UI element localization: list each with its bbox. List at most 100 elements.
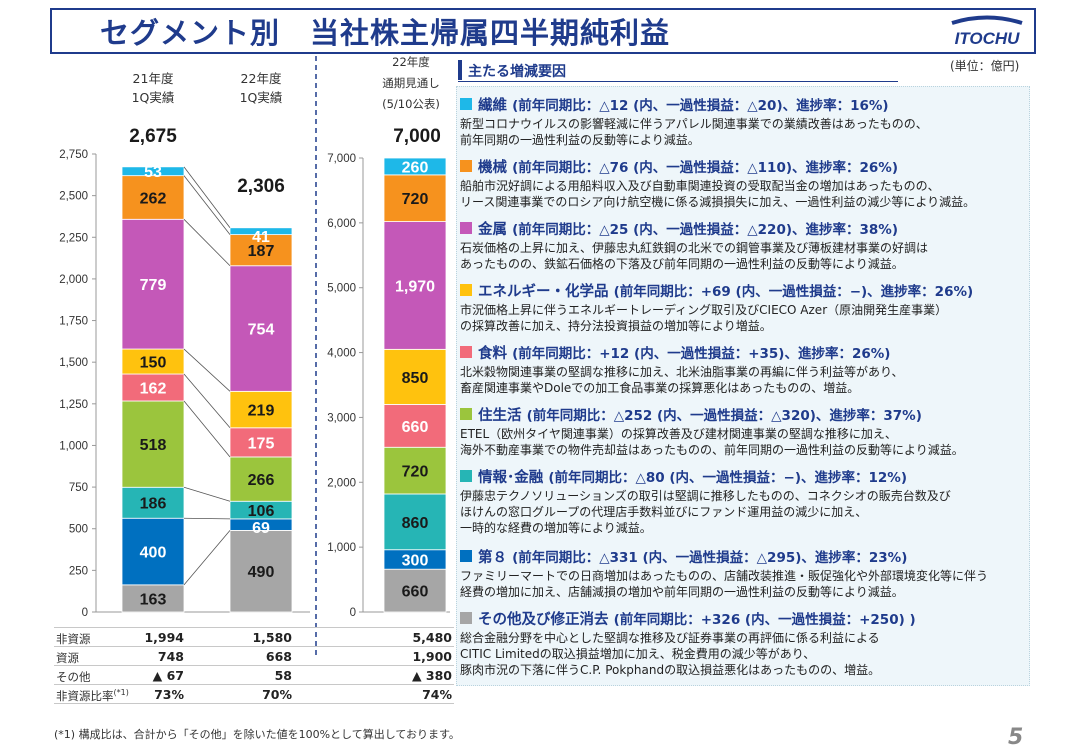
summary-row-divider: [54, 703, 454, 704]
segment-description-line: 伊藤忠テクノソリューションズの取引は堅調に推移したものの、コネクシオの販売台数及…: [460, 489, 951, 503]
summary-value: 1,900: [412, 649, 452, 664]
bar-segment-label: 754: [248, 322, 275, 339]
segment-heading: 食料 (前年同期比：+12 (内、一過性損益：+35)、進捗率：26%): [460, 344, 1030, 364]
segment-description-line: 海外不動産事業での物件売却益はあったものの、前年同期の一過性利益の反動等により減…: [460, 443, 964, 457]
bar-segment: [229, 265, 293, 392]
bar-segment: [383, 446, 447, 495]
connector-line: [183, 486, 231, 502]
segment-heading: 第８ (前年同期比：△331 (内、一過性損益：△295)、進捗率：23%): [460, 548, 1030, 568]
segment-color-marker: [460, 408, 472, 420]
bar-segment: [383, 348, 447, 405]
right-tick-label: 7,000: [327, 153, 356, 165]
bar-segment: [383, 174, 447, 222]
segment-item: エネルギー・化学品 (前年同期比：+69 (内、一過性損益：−)、進捗率：26%…: [460, 282, 1030, 334]
bar-segment-label: 266: [248, 472, 275, 489]
left-tick-label: 250: [69, 565, 88, 577]
bar-segment: [121, 218, 185, 350]
segment-item: 機械 (前年同期比：△76 (内、一過性損益：△110)、進捗率：26%) 船舶市…: [460, 158, 1030, 210]
bar-segment-label: 162: [140, 380, 167, 397]
segment-detail: (前年同期比：+326 (内、一過性損益：+250) ): [613, 612, 916, 628]
segment-description-line: 市況価格上昇に伴うエネルギートレーディング取引及びCIECO Azer（原油開発…: [460, 303, 948, 317]
summary-value: 58: [274, 668, 292, 683]
segment-description-line: 一時的な経費の増加等により減益。: [460, 521, 652, 535]
segment-description-line: 北米穀物関連事業の堅調な推移に加え、北米油脂事業の再編に伴う利益等があり、: [460, 365, 904, 379]
bar-segment: [383, 493, 447, 551]
bar-segment: [229, 234, 293, 267]
summary-value: 1,580: [252, 630, 292, 645]
logo-text: ITOCHU: [955, 29, 1021, 48]
segment-detail: (前年同期比：△76 (内、一過性損益：△110)、進捗率：26%): [512, 160, 898, 176]
segment-detail: (前年同期比：△12 (内、一過性損益：△20)、進捗率：16%): [512, 98, 889, 114]
bar-segment-label: 850: [402, 370, 429, 387]
bar-segment: [121, 175, 185, 220]
segment-name: 繊維: [478, 98, 513, 114]
segment-detail: (前年同期比：+69 (内、一過性損益：−)、進捗率：26%): [613, 284, 974, 300]
bar-segment-label: 41: [252, 229, 270, 246]
segment-name: 情報･金融: [478, 470, 549, 486]
summary-value: 1,994: [144, 630, 184, 645]
segment-description-line: 豚肉市況の下落に伴うC.P. Pokphandの取込損益悪化はあったものの、増益…: [460, 663, 881, 677]
summary-row-label: その他: [56, 670, 91, 684]
connector-line: [183, 348, 231, 392]
left-tick-label: 2,750: [59, 149, 88, 161]
segment-item: 繊維 (前年同期比：△12 (内、一過性損益：△20)、進捗率：16%) 新型コロ…: [460, 96, 1030, 148]
bar-segment: [229, 227, 293, 236]
bar-segment-label: 720: [402, 191, 429, 208]
bar-segment-label: 186: [140, 496, 167, 513]
left-tick-label: 1,250: [59, 399, 88, 411]
summary-value: 74%: [422, 687, 452, 702]
bar-segment-label: 300: [402, 552, 429, 569]
connector-line: [183, 517, 231, 520]
bar-segment: [383, 157, 447, 176]
segment-description-line: ETEL（欧州タイヤ関連事業）の採算改善及び建材関連事業の堅調な推移に加え、: [460, 427, 897, 441]
bar-segment: [383, 404, 447, 448]
connector-line: [183, 219, 231, 267]
bar-segment-label: 1,970: [395, 278, 435, 295]
bar-segment: [121, 400, 185, 488]
left-tick-label: 750: [69, 482, 88, 494]
summary-row-divider: [54, 684, 454, 685]
left-tick-label: 500: [69, 524, 88, 536]
summary-value: 668: [265, 649, 292, 664]
summary-value: ▲ 67: [152, 668, 184, 683]
bar-segment-label: 163: [140, 591, 167, 608]
right-tick-label: 4,000: [327, 348, 356, 360]
segment-color-marker: [460, 98, 472, 110]
segment-description-line: あったものの、鉄鉱石価格の下落及び前年同期の一過性利益の反動等により減益。: [460, 257, 904, 271]
bar-segment: [121, 373, 185, 402]
bar-segment: [229, 529, 293, 613]
bar-total-label: 7,000: [393, 126, 441, 147]
connector-line: [183, 400, 231, 458]
bar-segment-label: 187: [248, 243, 275, 260]
segment-heading: エネルギー・化学品 (前年同期比：+69 (内、一過性損益：−)、進捗率：26%…: [460, 282, 1030, 302]
itochu-logo: ITOCHU: [951, 15, 1023, 48]
bar-segment-label: 518: [140, 437, 167, 454]
segment-color-marker: [460, 160, 472, 172]
left-tick-label: 1,500: [59, 357, 88, 369]
left-tick-label: 0: [82, 607, 88, 619]
right-tick-label: 6,000: [327, 218, 356, 230]
summary-value: 70%: [262, 687, 292, 702]
segment-description-line: 船舶市況好調による用船料収入及び自動車関連投資の受取配当金の増加はあったものの、: [460, 179, 940, 193]
segment-description-line: 総合金融分野を中心とした堅調な推移及び証券事業の再評価に係る利益による: [460, 631, 880, 645]
title-bar: [50, 8, 1036, 54]
bar-segment: [229, 390, 293, 429]
segment-detail: (前年同期比：△252 (内、一過性損益：△320)、進捗率：37%): [526, 408, 922, 424]
summary-value: 73%: [154, 687, 184, 702]
right-tick-label: 1,000: [327, 542, 356, 554]
summary-value: 5,480: [412, 630, 452, 645]
summary-row-label: 非資源比率(*1): [56, 688, 129, 703]
bar-segment-label: 660: [402, 584, 429, 601]
segment-item: その他及び修正消去 (前年同期比：+326 (内、一過性損益：+250) ) 総合…: [460, 610, 1030, 678]
right-tick-label: 3,000: [327, 412, 356, 424]
segment-heading: 情報･金融 (前年同期比：△80 (内、一過性損益：−)、進捗率：12%): [460, 468, 1030, 488]
bar-total-label: 2,675: [129, 126, 177, 147]
bar-segment: [229, 456, 293, 502]
segment-description-line: 畜産関連事業やDoleでの加工食品事業の採算悪化はあったものの、増益。: [460, 381, 860, 395]
segment-detail: (前年同期比：△80 (内、一過性損益：−)、進捗率：12%): [548, 470, 907, 486]
bar-segment: [121, 348, 185, 375]
bar-segment-label: 400: [140, 545, 167, 562]
segment-name: 機械: [478, 160, 513, 176]
segment-description-line: 石炭価格の上昇に加え、伊藤忠丸紅鉄鋼の北米での鋼管事業及び薄板建材事業の好調は: [460, 241, 929, 255]
segment-name: エネルギー・化学品: [478, 284, 614, 300]
